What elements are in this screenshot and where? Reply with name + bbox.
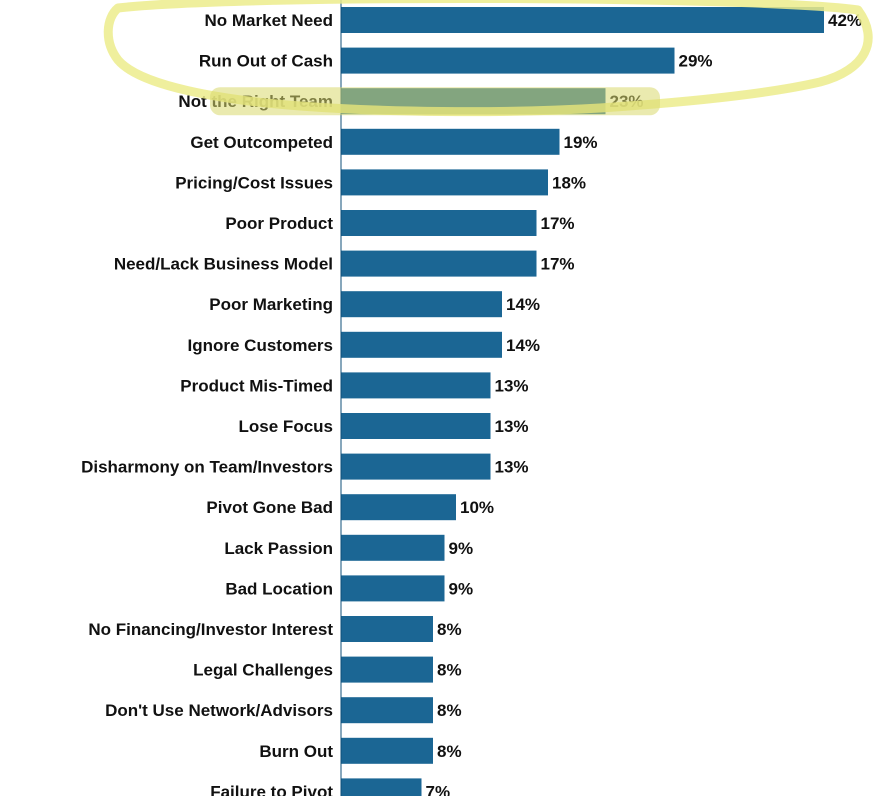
bar	[341, 128, 560, 155]
value-label: 17%	[541, 255, 575, 274]
category-label: Need/Lack Business Model	[114, 255, 333, 274]
category-label: Don't Use Network/Advisors	[105, 701, 333, 720]
value-label: 8%	[437, 661, 462, 680]
bar	[341, 616, 433, 642]
category-label: Poor Marketing	[209, 295, 333, 314]
value-label: 9%	[449, 579, 474, 598]
value-label: 8%	[437, 620, 462, 639]
bar	[341, 7, 824, 33]
bar	[341, 47, 675, 74]
bar	[341, 778, 422, 801]
bar	[341, 453, 491, 480]
value-label: 17%	[541, 214, 575, 233]
category-label: Lose Focus	[239, 417, 333, 436]
value-label: 10%	[460, 498, 494, 517]
bar	[341, 575, 445, 602]
value-label: 7%	[426, 782, 451, 796]
category-label: No Financing/Investor Interest	[88, 620, 333, 639]
bar	[341, 697, 433, 724]
category-label: No Market Need	[205, 11, 333, 30]
bar	[341, 291, 502, 318]
bar	[341, 331, 502, 358]
bar	[341, 169, 548, 196]
value-label: 18%	[552, 173, 586, 192]
bar	[341, 534, 445, 561]
value-label: 13%	[495, 376, 529, 395]
category-label: Legal Challenges	[193, 661, 333, 680]
value-label: 14%	[506, 336, 540, 355]
highlight-marker	[210, 87, 660, 116]
bar	[341, 656, 433, 683]
bar	[341, 494, 456, 521]
category-label: Burn Out	[259, 742, 333, 761]
category-label: Pricing/Cost Issues	[175, 173, 333, 192]
category-label: Bad Location	[225, 579, 333, 598]
category-label: Ignore Customers	[188, 336, 333, 355]
value-label: 8%	[437, 742, 462, 761]
bar	[341, 210, 537, 236]
highlight-annotation	[103, 0, 873, 117]
category-label: Pivot Gone Bad	[206, 498, 333, 517]
category-label: Get Outcompeted	[190, 133, 333, 152]
value-label: 9%	[449, 539, 474, 558]
category-label: Failure to Pivot	[210, 782, 333, 796]
value-label: 13%	[495, 458, 529, 477]
bar	[341, 250, 537, 277]
category-label: Run Out of Cash	[199, 52, 333, 71]
value-label: 13%	[495, 417, 529, 436]
category-label: Lack Passion	[224, 539, 333, 558]
category-label: Poor Product	[225, 214, 333, 233]
bar	[341, 413, 491, 439]
bar	[341, 372, 491, 399]
value-label: 14%	[506, 295, 540, 314]
category-label: Disharmony on Team/Investors	[81, 458, 333, 477]
category-label: Product Mis-Timed	[180, 376, 333, 395]
bar	[341, 737, 433, 764]
value-label: 29%	[679, 52, 713, 71]
value-label: 42%	[828, 11, 862, 30]
value-label: 19%	[564, 133, 598, 152]
value-label: 8%	[437, 701, 462, 720]
